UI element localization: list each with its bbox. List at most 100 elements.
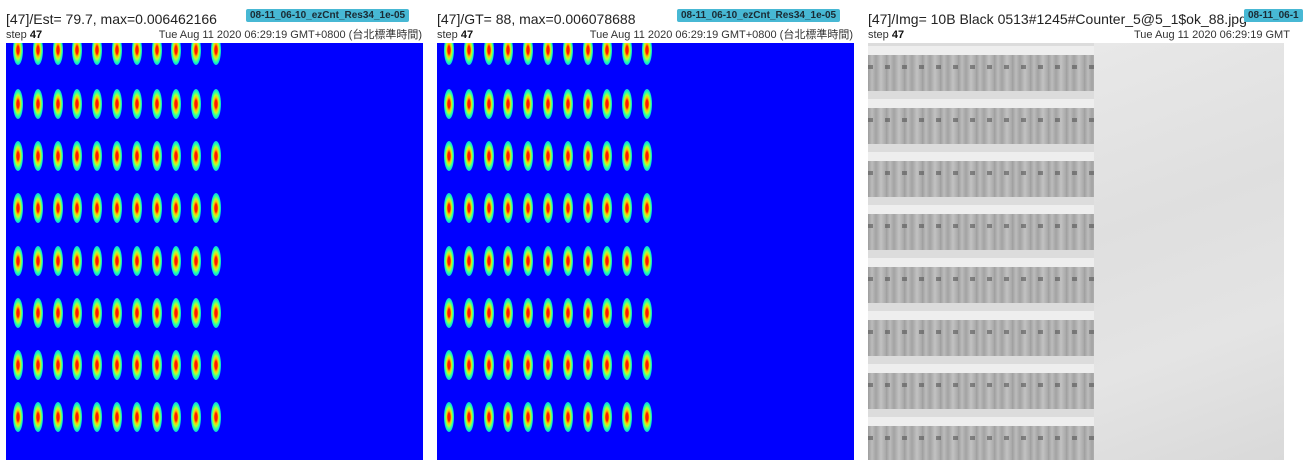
density-blob xyxy=(503,43,514,65)
density-blob xyxy=(72,193,83,224)
object-row xyxy=(868,214,1094,250)
density-blob xyxy=(32,297,43,328)
density-blob xyxy=(13,297,23,328)
density-blob xyxy=(171,350,182,380)
density-blob xyxy=(562,297,573,328)
object-row xyxy=(868,108,1094,144)
density-blob xyxy=(622,297,633,328)
density-blob xyxy=(151,141,162,172)
density-blob xyxy=(112,245,122,276)
density-blob xyxy=(503,141,514,172)
density-blob xyxy=(13,141,23,172)
density-blob xyxy=(543,89,553,119)
density-blob xyxy=(503,297,514,328)
step-label: step xyxy=(437,29,458,41)
run-tag[interactable]: 08-11_06-10_ezCnt_Res34_1e-05 xyxy=(677,9,841,22)
density-blob xyxy=(72,297,83,328)
density-blob xyxy=(463,141,474,172)
density-blob xyxy=(32,89,43,119)
density-blob xyxy=(151,193,162,224)
density-blob xyxy=(92,193,103,224)
density-blob xyxy=(562,245,573,276)
density-blob xyxy=(151,89,162,119)
density-blob xyxy=(171,245,182,276)
density-blob xyxy=(92,245,103,276)
density-blob xyxy=(112,43,122,65)
density-blob xyxy=(92,89,103,119)
density-blob xyxy=(503,89,514,119)
density-blob xyxy=(112,89,122,119)
step-value: 47 xyxy=(891,29,905,41)
density-blob xyxy=(622,43,633,65)
step-readout: step 47 xyxy=(6,29,42,42)
density-blob xyxy=(463,89,474,119)
density-blob xyxy=(523,402,534,433)
density-blob xyxy=(582,141,593,172)
density-blob xyxy=(582,402,593,433)
density-blob xyxy=(582,43,593,65)
run-tag[interactable]: 08-11_06-10_ezCnt_Res34_1e-05 xyxy=(246,9,410,22)
row-gap xyxy=(868,258,1094,267)
density-blob xyxy=(131,89,142,119)
density-blob xyxy=(523,89,534,119)
density-blob xyxy=(131,245,142,276)
step-readout: step 47 xyxy=(437,29,473,42)
density-blob xyxy=(622,141,633,172)
est-density-image[interactable] xyxy=(6,43,423,460)
density-blob xyxy=(92,350,103,380)
density-blob xyxy=(602,193,613,224)
density-blob xyxy=(191,402,202,433)
row-gap xyxy=(868,311,1094,320)
density-blob xyxy=(503,350,514,380)
density-blob xyxy=(151,43,162,65)
run-tag[interactable]: 08-11_06-1 xyxy=(1244,9,1303,22)
timestamp: Tue Aug 11 2020 06:29:19 GMT+0800 (台北標準時… xyxy=(589,29,853,41)
object-row xyxy=(868,267,1094,303)
density-blob xyxy=(131,193,142,224)
density-blob xyxy=(131,350,142,380)
density-blob xyxy=(211,350,221,380)
timestamp: Tue Aug 11 2020 06:29:19 GMT+0800 (台北標準時… xyxy=(158,29,422,41)
density-blob xyxy=(523,297,534,328)
density-blob xyxy=(602,245,613,276)
density-blob xyxy=(642,297,652,328)
density-blob xyxy=(503,193,514,224)
gt-density-image[interactable] xyxy=(437,43,854,460)
density-blob xyxy=(32,402,43,433)
panel-title: [47]/Img= 10B Black 0513#1245#Counter_5@… xyxy=(868,11,1247,27)
density-blob xyxy=(562,89,573,119)
step-readout: step 47 xyxy=(868,29,904,42)
input-photo[interactable] xyxy=(868,43,1284,460)
row-gap xyxy=(868,46,1094,55)
density-blob xyxy=(543,350,553,380)
density-blob xyxy=(13,245,23,276)
density-blob xyxy=(13,350,23,380)
density-blob xyxy=(444,43,454,65)
density-blob xyxy=(444,245,454,276)
timestamp: Tue Aug 11 2020 06:29:19 GMT xyxy=(1134,29,1290,41)
density-blob xyxy=(151,297,162,328)
density-blob xyxy=(483,402,494,433)
density-blob xyxy=(642,245,652,276)
density-blob xyxy=(52,43,63,65)
density-blob xyxy=(602,43,613,65)
density-blob xyxy=(523,193,534,224)
density-blob xyxy=(171,297,182,328)
density-blob xyxy=(562,402,573,433)
density-blob xyxy=(444,402,454,433)
density-blob xyxy=(72,245,83,276)
density-blob xyxy=(582,89,593,119)
density-blob xyxy=(52,141,63,172)
background-surface xyxy=(1094,43,1284,460)
density-blob xyxy=(444,350,454,380)
density-blob xyxy=(543,141,553,172)
density-blob xyxy=(483,141,494,172)
heatmap xyxy=(6,43,423,460)
row-gap xyxy=(868,417,1094,426)
density-blob xyxy=(131,141,142,172)
density-blob xyxy=(52,350,63,380)
density-blob xyxy=(562,141,573,172)
density-blob xyxy=(642,89,652,119)
density-blob xyxy=(523,43,534,65)
object-row xyxy=(868,426,1094,460)
